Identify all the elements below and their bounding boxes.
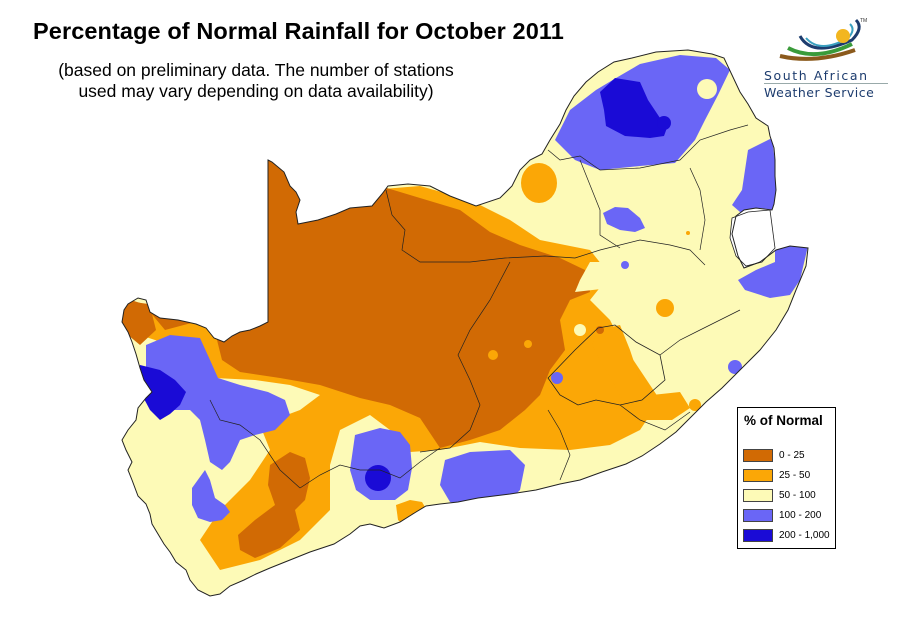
national-outline (121, 49, 809, 597)
map-subtitle: (based on preliminary data. The number o… (26, 60, 486, 102)
region-100-200-mpumalanga (732, 138, 776, 212)
region-100-200-eastern-cape (440, 450, 525, 508)
region-100-200-spot (551, 372, 563, 384)
legend-item-0-25: 0 - 25 (743, 448, 805, 462)
swaziland-outline (729, 209, 776, 267)
region-50-100-spot (697, 79, 717, 99)
legend-swatch (743, 508, 773, 522)
region-100-200-karoo (350, 428, 412, 500)
legend-label: 25 - 50 (779, 469, 811, 481)
region-100-200-southwest (192, 470, 230, 522)
logo-trademark: TM (860, 18, 868, 24)
region-100-200-northwest (146, 335, 290, 470)
logo-text-line1: South African (764, 68, 869, 83)
province-borders (209, 124, 749, 489)
legend-item-25-50: 25 - 50 (743, 468, 810, 482)
region-25-50-spot (488, 350, 498, 360)
legend-label: 200 - 1,000 (779, 529, 830, 541)
region-0-25-southwest (238, 452, 310, 558)
logo-text-line2: Weather Service (764, 85, 875, 100)
region-200-1000-karoo (365, 465, 391, 491)
subtitle-line-2: used may vary depending on data availabi… (78, 81, 434, 101)
legend-title: % of Normal (744, 413, 823, 428)
region-25-50-spot (656, 299, 674, 317)
legend-swatch (743, 488, 773, 502)
legend-label: 0 - 25 (779, 449, 805, 461)
legend-item-100-200: 100 - 200 (743, 508, 821, 522)
region-50-100-spot (574, 324, 586, 336)
subtitle-line-1: (based on preliminary data. The number o… (58, 60, 454, 80)
region-25-50-spot (689, 399, 701, 411)
legend-label: 100 - 200 (779, 509, 822, 521)
region-200-1000-limpopo (600, 78, 668, 138)
logo-divider (764, 83, 888, 84)
region-100-200-gauteng (603, 207, 645, 232)
region-25-50-spot (686, 231, 690, 235)
map-title: Percentage of Normal Rainfall for Octobe… (33, 18, 564, 44)
legend-swatch (743, 448, 773, 462)
legend-item-50-100: 50 - 100 (743, 488, 816, 502)
lesotho-outline (547, 324, 666, 406)
region-200-1000-west-coast (136, 365, 186, 420)
legend: % of Normal 0 - 25 25 - 50 50 - 100 100 … (737, 407, 836, 549)
saws-logo-icon (779, 18, 861, 61)
legend-item-200-1000: 200 - 1,000 (743, 528, 830, 542)
region-25-50-north-west (521, 163, 557, 203)
region-100-200-spot (728, 360, 742, 374)
legend-swatch (743, 528, 773, 542)
region-100-200-kzn-north (738, 246, 808, 298)
region-0-25-spot (411, 513, 417, 519)
legend-swatch (743, 468, 773, 482)
legend-label: 50 - 100 (779, 489, 816, 501)
region-25-50-spot (524, 340, 532, 348)
region-100-200-spot (621, 261, 629, 269)
saws-logo: TM South African Weather Service (760, 14, 895, 104)
region-25-50-east (592, 325, 690, 420)
region-50-100-gap (575, 262, 625, 292)
region-200-1000-spot (657, 116, 671, 130)
region-0-25-central (122, 150, 590, 448)
